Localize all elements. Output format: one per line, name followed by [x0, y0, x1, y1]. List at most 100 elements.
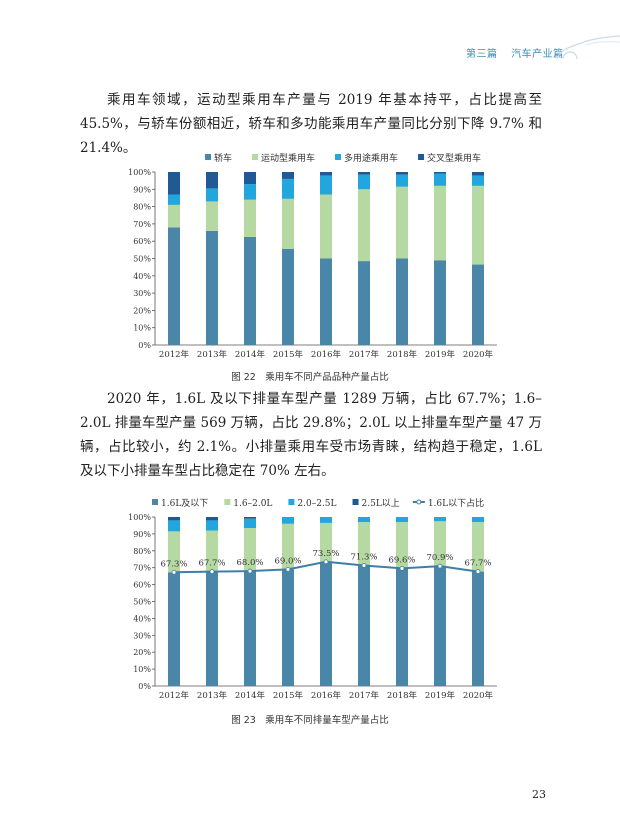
- y-tick-label: 60%: [133, 237, 151, 246]
- legend-label: 运动型乘用车: [261, 152, 315, 164]
- bar-segment: [320, 175, 332, 195]
- x-tick-label: 2015年: [273, 690, 304, 701]
- y-tick-label: 90%: [133, 185, 151, 194]
- y-tick-label: 0%: [138, 341, 151, 350]
- legend-swatch: [352, 499, 359, 505]
- bar-segment: [358, 174, 370, 190]
- x-tick-label: 2015年: [273, 349, 304, 360]
- data-label: 67.7%: [198, 559, 225, 569]
- bar-segment: [206, 530, 218, 572]
- bar-segment: [472, 264, 484, 345]
- legend-label: 2.0–2.5L: [297, 499, 336, 509]
- data-label: 71.3%: [350, 553, 377, 563]
- bar-segment: [320, 194, 332, 259]
- y-tick-label: 100%: [128, 168, 151, 177]
- bar-segment: [320, 522, 332, 562]
- y-tick-label: 40%: [133, 614, 151, 623]
- bar-segment: [168, 531, 180, 573]
- y-tick-label: 10%: [133, 324, 151, 333]
- legend-marker: [416, 499, 422, 505]
- data-label: 70.9%: [426, 553, 453, 563]
- legend-swatch: [224, 499, 231, 505]
- bar-segment: [396, 186, 408, 259]
- x-tick-label: 2014年: [235, 349, 266, 360]
- x-tick-label: 2018年: [387, 690, 418, 701]
- y-tick-label: 80%: [133, 547, 151, 556]
- line-point: [437, 563, 443, 569]
- bar-segment: [320, 517, 332, 523]
- bar-segment: [472, 517, 484, 523]
- bar-segment: [396, 522, 408, 569]
- bar-segment: [244, 199, 256, 237]
- data-label: 69.0%: [274, 556, 301, 566]
- y-tick-label: 10%: [133, 665, 151, 674]
- bar-segment: [244, 517, 256, 519]
- y-tick-label: 70%: [133, 564, 151, 573]
- bar-segment: [206, 172, 218, 189]
- bar-segment: [320, 258, 332, 345]
- x-tick-label: 2016年: [311, 349, 342, 360]
- bar-segment: [358, 522, 370, 566]
- bar-segment: [168, 572, 180, 686]
- x-tick-label: 2020年: [463, 349, 494, 360]
- legend-swatch: [288, 499, 295, 505]
- legend-swatch: [152, 499, 158, 505]
- x-tick-label: 2019年: [425, 690, 456, 701]
- chart-2-svg: 1.6L及以下 1.6–2.0L 2.0–2.5L 2.5L以上 1.6L以下占比 0% 1…: [128, 497, 497, 701]
- paragraph-1: 乘用车领域，运动型乘用车产量与 2019 年基本持平，占比提高至 45.5%，与…: [80, 88, 542, 160]
- bar-segment: [244, 172, 256, 185]
- x-tick-label: 2018年: [387, 349, 418, 360]
- legend-label: 1.6L及以下: [161, 498, 208, 509]
- bar-segment: [282, 172, 294, 179]
- running-header: 第三篇 汽车产业篇: [466, 45, 574, 60]
- y-tick-label: 40%: [133, 272, 151, 281]
- legend-label: 多用途乘用车: [344, 152, 398, 164]
- bar-segment: [358, 565, 370, 686]
- bar-segment: [434, 517, 446, 522]
- bar-segment: [358, 172, 370, 175]
- y-tick-label: 30%: [133, 289, 151, 298]
- bar-segment: [168, 194, 180, 205]
- paragraph-2: 2020 年，1.6L 及以下排量车型产量 1289 万辆，占比 67.7%；1…: [80, 387, 542, 483]
- bar-segment: [168, 517, 180, 521]
- bar-segment: [206, 520, 218, 531]
- part-label: 第三篇: [466, 49, 498, 60]
- legend-swatch: [335, 154, 342, 160]
- section-title: 汽车产业篇: [511, 49, 564, 60]
- page-number: 23: [532, 788, 546, 801]
- y-tick-label: 0%: [138, 682, 151, 691]
- data-label: 68.0%: [236, 558, 263, 568]
- bar-segment: [282, 178, 294, 199]
- bar-segment: [472, 571, 484, 686]
- data-label: 69.6%: [388, 555, 415, 565]
- y-tick-label: 50%: [133, 255, 151, 264]
- bar-segment: [358, 189, 370, 262]
- paragraph-text: 2020 年，1.6L 及以下排量车型产量 1289 万辆，占比 67.7%；1…: [80, 391, 542, 479]
- bar-segment: [396, 568, 408, 686]
- x-tick-label: 2012年: [159, 349, 190, 360]
- bar-segment: [396, 258, 408, 345]
- line-point: [399, 565, 405, 571]
- bar-segment: [396, 174, 408, 187]
- bar-segment: [320, 172, 332, 176]
- bar-segment: [472, 175, 484, 186]
- data-label: 73.5%: [312, 549, 339, 559]
- legend-swatch: [205, 154, 211, 160]
- bar-segment: [168, 227, 180, 345]
- bar-segment: [434, 521, 446, 567]
- bar-segment: [206, 201, 218, 231]
- bar-segment: [472, 522, 484, 572]
- bar-segment: [168, 520, 180, 532]
- line-point: [475, 569, 481, 574]
- bar-segment: [244, 236, 256, 345]
- bar-segment: [358, 261, 370, 345]
- bar-segment: [434, 172, 446, 174]
- x-tick-label: 2012年: [159, 690, 190, 701]
- line-point: [361, 563, 367, 568]
- bar-segment: [282, 523, 294, 570]
- paragraph-text: 乘用车领域，运动型乘用车产量与 2019 年基本持平，占比提高至 45.5%，与…: [80, 92, 542, 156]
- figure-23-caption: 图 23 乘用车不同排量车型产量占比: [231, 715, 389, 726]
- x-tick-label: 2016年: [311, 690, 342, 701]
- legend-label: 交叉型乘用车: [427, 152, 481, 164]
- y-tick-label: 90%: [133, 530, 151, 539]
